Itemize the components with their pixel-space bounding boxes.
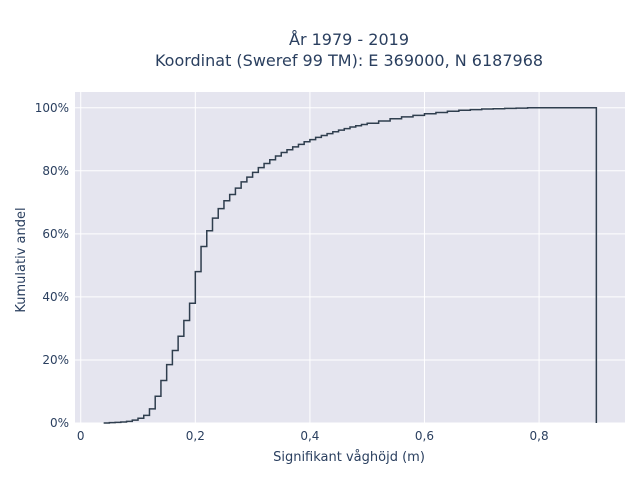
y-tick-labels: 0% 20% 40% 60% 80% 100% (35, 101, 69, 430)
series-layer (103, 107, 598, 424)
y-tick-label: 100% (35, 101, 69, 115)
y-tick-label: 60% (42, 227, 69, 241)
x-axis-title: Signifikant våghöjd (m) (273, 450, 425, 465)
y-tick-label: 80% (42, 164, 69, 178)
chart-title-line-2: Koordinat (Sweref 99 TM): E 369000, N 61… (155, 51, 543, 70)
x-tick-label: 0,4 (300, 429, 319, 443)
x-tick-label: 0 (77, 429, 85, 443)
cumulative-step-line (103, 107, 598, 424)
y-tick-label: 20% (42, 353, 69, 367)
plot-area (75, 92, 625, 423)
x-tick-label: 0,2 (186, 429, 205, 443)
y-tick-label: 0% (50, 416, 69, 430)
y-tick-label: 40% (42, 290, 69, 304)
chart-title-line-1: År 1979 - 2019 (289, 30, 409, 49)
grid-layer (75, 92, 625, 424)
x-tick-label: 0,8 (530, 429, 549, 443)
x-tick-label: 0,6 (415, 429, 434, 443)
y-axis-title: Kumulativ andel (14, 207, 29, 312)
x-tick-labels: 0 0,2 0,4 0,6 0,8 (77, 429, 549, 443)
